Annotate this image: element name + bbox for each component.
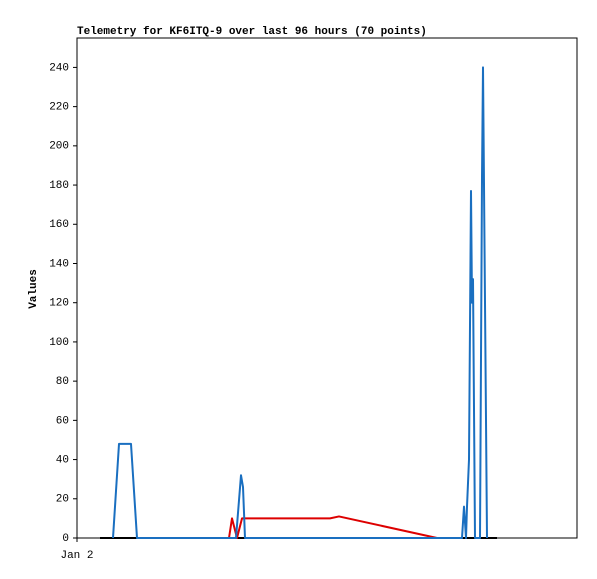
y-tick-label: 120 <box>49 298 69 310</box>
y-tick-label: 180 <box>49 180 69 192</box>
y-tick-label: 60 <box>56 415 69 427</box>
series-line <box>228 515 438 539</box>
series-line <box>112 66 488 539</box>
y-tick-label: 80 <box>56 376 69 388</box>
y-tick-label: 200 <box>49 141 69 153</box>
x-tick-label: Jan 2 <box>60 550 93 562</box>
y-tick-label: 0 <box>62 533 69 545</box>
y-tick-label: 220 <box>49 102 69 114</box>
y-tick-label: 100 <box>49 337 69 349</box>
y-tick-label: 40 <box>56 454 69 466</box>
y-tick-label: 20 <box>56 494 69 506</box>
chart-title: Telemetry for KF6ITQ-9 over last 96 hour… <box>77 26 427 38</box>
y-tick-label: 240 <box>49 62 69 74</box>
y-tick-label: 140 <box>49 258 69 270</box>
y-tick-label: 160 <box>49 219 69 231</box>
y-axis-label: Values <box>28 269 40 309</box>
